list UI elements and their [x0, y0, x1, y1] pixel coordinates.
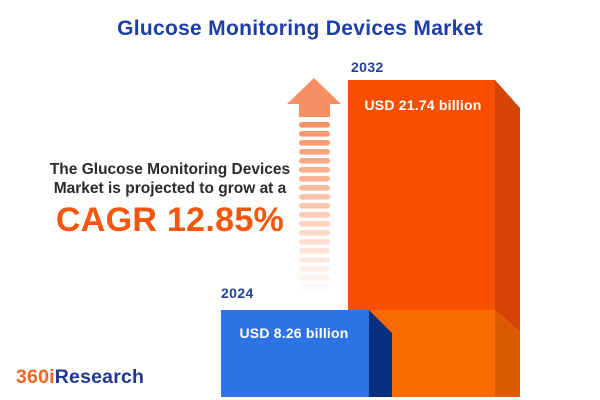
growth-arrow-stripe [299, 131, 330, 137]
bar-2032-side-lower [495, 310, 520, 397]
year-label-2032: 2032 [351, 59, 384, 75]
bar-2024-face [221, 310, 369, 397]
company-logo: 360iResearch [16, 366, 144, 389]
growth-arrow-stripe [299, 194, 330, 200]
logo-prefix: 360i [16, 366, 55, 388]
growth-arrow-stripe [299, 275, 330, 281]
growth-arrow-stripe [299, 176, 330, 182]
growth-arrow-stripe [299, 167, 330, 173]
page-title: Glucose Monitoring Devices Market [117, 17, 483, 40]
logo-suffix: Research [54, 366, 145, 388]
growth-arrow-stripe [299, 248, 330, 254]
bar-value-2032: USD 21.74 billion [364, 97, 482, 113]
growth-arrow-stripe [299, 221, 330, 227]
growth-arrow-stripe [299, 149, 330, 155]
growth-arrow-stripe [299, 230, 330, 236]
growth-arrow-stripe [299, 212, 330, 218]
growth-arrow-stripe [299, 239, 330, 245]
growth-arrow-stripe [299, 284, 330, 290]
growth-arrow-stripe [299, 266, 330, 272]
growth-arrow-stripe [299, 185, 330, 191]
annotation-line-1: The Glucose Monitoring Devices [49, 161, 291, 178]
growth-arrow-stripe [299, 257, 330, 263]
growth-arrow-stripes [299, 122, 330, 290]
growth-arrow-stripe [299, 158, 330, 164]
growth-arrow-stripe [299, 122, 330, 128]
annotation-line-2: Market is projected to grow at a [53, 179, 287, 197]
year-label-2024: 2024 [221, 285, 254, 301]
bar-2032-side-upper [495, 80, 520, 332]
growth-arrow-stripe [299, 203, 330, 209]
cagr-value: CAGR 12.85% [55, 201, 285, 239]
annotation-block: The Glucose Monitoring Devices Market is… [34, 161, 306, 240]
growth-arrow-stripe [299, 140, 330, 146]
bar-value-2024: USD 8.26 billion [239, 325, 349, 341]
bar-2024-side [369, 310, 392, 397]
growth-arrow-head-icon [287, 78, 341, 117]
bar-2032-face-upper [348, 80, 495, 310]
